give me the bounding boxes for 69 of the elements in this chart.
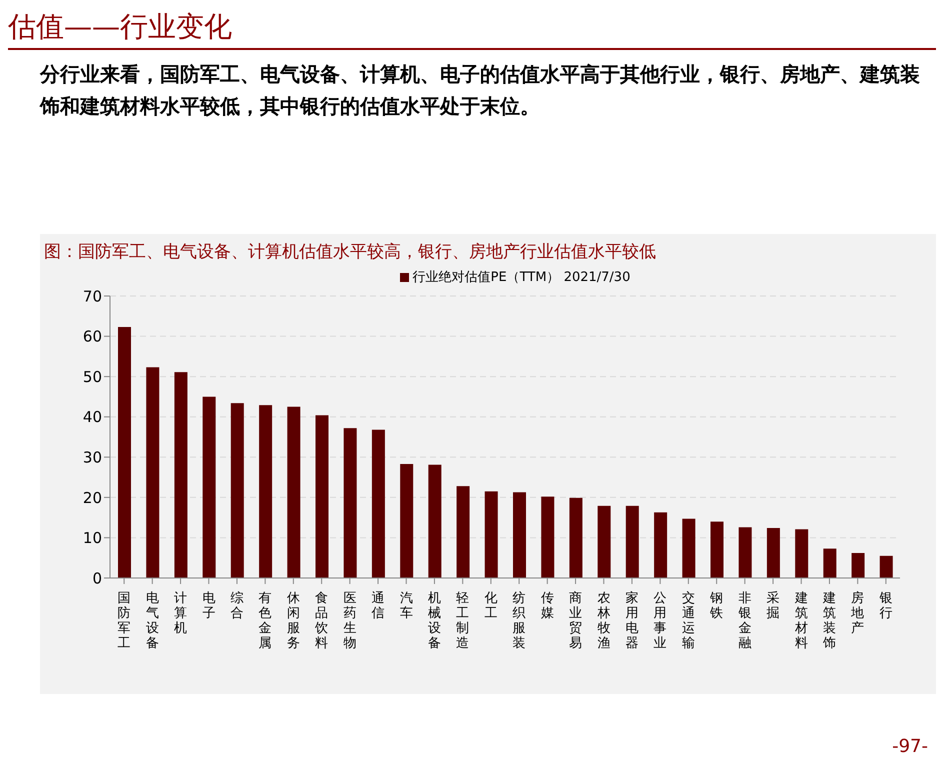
bar bbox=[428, 464, 442, 578]
bar bbox=[456, 486, 470, 578]
x-tick-label: 汽车 bbox=[400, 591, 413, 621]
y-tick-label: 0 bbox=[92, 569, 102, 588]
bar bbox=[484, 491, 498, 578]
x-tick-label: 化工 bbox=[484, 591, 498, 621]
x-tick-label: 采掘 bbox=[766, 591, 780, 621]
x-tick-label: 钢铁 bbox=[709, 591, 724, 621]
x-tick-label: 计算机 bbox=[174, 591, 188, 636]
x-tick-label: 综合 bbox=[230, 591, 244, 621]
x-tick-label: 建筑装饰 bbox=[822, 591, 836, 651]
x-tick-label: 公用事业 bbox=[654, 591, 667, 651]
bar bbox=[598, 506, 611, 578]
x-tick-label: 电子 bbox=[202, 591, 216, 621]
x-tick-label: 建筑材料 bbox=[794, 591, 808, 651]
x-tick-label: 国防军工 bbox=[118, 591, 131, 651]
y-tick-label: 30 bbox=[82, 448, 102, 466]
bar bbox=[710, 522, 724, 578]
bar bbox=[400, 464, 414, 578]
x-tick-label: 房地产 bbox=[850, 590, 864, 636]
y-tick-label: 40 bbox=[82, 408, 102, 426]
bar bbox=[146, 367, 160, 578]
bar bbox=[202, 396, 216, 578]
bar bbox=[880, 556, 893, 578]
bar bbox=[287, 406, 300, 578]
bar bbox=[823, 548, 836, 578]
bar bbox=[852, 553, 865, 578]
bar bbox=[513, 492, 526, 578]
x-tick-label: 交通运输 bbox=[682, 590, 695, 651]
bar bbox=[541, 496, 554, 578]
bar bbox=[569, 498, 582, 578]
bar bbox=[766, 528, 780, 578]
text: -97- bbox=[892, 736, 928, 757]
x-tick-label: 纺织服装 bbox=[512, 591, 526, 651]
bar bbox=[230, 403, 244, 578]
y-tick-label: 60 bbox=[82, 328, 102, 346]
x-tick-label: 轻工制造 bbox=[456, 591, 470, 651]
x-tick-label: 传媒 bbox=[540, 591, 554, 621]
bar bbox=[259, 405, 272, 578]
bar bbox=[316, 415, 328, 578]
x-tick-label: 商业贸易 bbox=[569, 591, 582, 651]
bar bbox=[738, 527, 752, 578]
bar bbox=[654, 512, 668, 578]
x-tick-label: 食品饮料 bbox=[314, 591, 328, 651]
x-tick-label: 家用电器 bbox=[625, 590, 638, 651]
bar bbox=[372, 430, 385, 578]
text: 图：国防军工、电气设备、计算机估值水平较高，银行、房地产行业估值水平较低 bbox=[44, 241, 656, 263]
x-tick-label: 通信 bbox=[372, 591, 385, 621]
chart-subtitle: 分行业来看，国防军工、电气设备、计算机、电子的估值水平高于其他行业，银行、房地产、建筑装饰和建筑材料水平较低，其中银行的估值水平处于末位。 bbox=[40, 61, 920, 120]
y-tick-label: 20 bbox=[82, 488, 102, 507]
bar bbox=[795, 529, 808, 578]
legend-label: 行业绝对估值PE（TTM） 2021/7/30 bbox=[412, 270, 630, 285]
x-tick-label: 非银金融 bbox=[737, 591, 752, 651]
x-tick-label: 电气设备 bbox=[146, 591, 159, 651]
x-tick-label: 有色金属 bbox=[258, 591, 272, 651]
chart-title: 估值——行业变化 bbox=[8, 9, 232, 45]
bar bbox=[626, 506, 639, 578]
bar bbox=[118, 327, 131, 578]
bar bbox=[174, 372, 188, 578]
x-tick-label: 医药生物 bbox=[343, 591, 356, 651]
y-tick-label: 10 bbox=[82, 529, 102, 548]
y-tick-label: 70 bbox=[82, 287, 102, 306]
bar bbox=[344, 428, 357, 578]
x-tick-label: 银行 bbox=[878, 591, 892, 621]
x-tick-label: 农林牧渔 bbox=[596, 591, 610, 651]
x-tick-label: 机械设备 bbox=[428, 591, 441, 651]
bar bbox=[682, 518, 696, 578]
y-tick-label: 50 bbox=[82, 368, 102, 386]
x-tick-label: 休闲服务 bbox=[286, 591, 300, 651]
